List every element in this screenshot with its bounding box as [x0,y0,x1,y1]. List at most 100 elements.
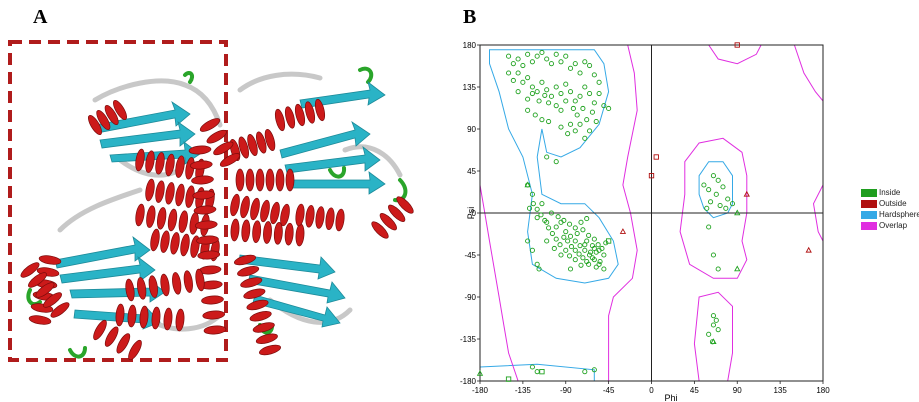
helix-turn [325,207,335,231]
data-point-inside [601,103,607,109]
data-point-inside [577,121,583,127]
data-point-inside [729,201,736,207]
data-point-inside [572,225,578,231]
helix-turn [135,203,145,227]
overlap-contour-main [479,44,638,382]
helix-turn [178,210,188,233]
helix-turn [247,134,258,156]
helix-turn [172,272,182,295]
data-point-inside [563,53,569,59]
legend-item-inside: Inside [861,187,919,198]
data-point-inside [572,128,578,134]
data-point-outside [619,228,627,234]
helix-turn [191,175,214,185]
helix-turn [38,255,62,265]
data-point-inside [539,49,545,56]
helix-turn [295,203,305,227]
helix-turn [294,103,306,127]
helix-turn [252,220,262,243]
helix-turn [260,199,270,223]
helix-turn [246,299,269,311]
data-point-inside [587,252,593,258]
data-point-inside [529,90,535,97]
data-point-inside [587,128,593,134]
data-point-inside [542,217,548,224]
helix-turn [128,339,142,361]
helix-turn [201,295,224,305]
y-tick-label: 90 [467,125,476,134]
data-point-inside [725,196,731,202]
data-point-inside [553,51,559,57]
helix-turn [192,190,216,200]
helix-turn [194,220,218,230]
helix-turn [157,207,167,230]
x-axis-label: Phi [664,393,677,402]
legend-swatch [861,199,877,208]
helix-turn [146,205,156,228]
helix-turn [213,141,234,156]
helix-turn [160,230,170,253]
data-point-inside [520,79,526,85]
data-point-inside [596,90,602,97]
data-point-inside [534,53,540,59]
y-tick-label: -90 [464,293,476,302]
alpha-helices [20,98,414,361]
helix-turn [104,326,119,347]
plot-axes: -180 -135 -90 -45 0 45 90 135 180 180 135 90 45 0 -45 -… [460,41,830,395]
plot-legend: Inside Outside Hardsphere Overlap [861,187,919,231]
data-point-inside [558,107,564,113]
helix-turn [219,153,241,167]
data-point-inside [544,238,550,244]
helix-turn [230,193,240,217]
legend-swatch [861,188,877,197]
helix-turn [139,305,149,329]
panel-a-label: A [33,6,48,28]
data-point-inside [544,56,550,62]
x-tick-label: -135 [515,386,532,395]
data-point-inside [548,61,555,67]
data-point-inside [720,184,726,190]
data-point-inside [593,264,599,270]
data-point-inside [572,257,578,263]
helix-turn [165,182,175,205]
x-tick-label: 180 [816,386,830,395]
data-point-inside [605,238,612,244]
hardsphere-contour-bottom [479,363,595,382]
data-point-inside [534,369,540,375]
data-point-inside [553,159,559,165]
data-point-inside [584,216,590,222]
data-point-inside [561,217,567,224]
data-point-inside [546,118,552,125]
data-point-inside [586,232,592,238]
helix-turn [195,268,205,292]
data-point-inside [557,242,563,248]
helix-turn [256,131,267,154]
y-tick-label: 180 [463,41,477,50]
helix-turn [113,99,127,121]
data-point-inside [536,98,542,104]
data-point-inside [587,62,593,69]
data-point-inside [553,84,559,90]
legend-swatch [861,221,877,230]
data-point-inside [536,266,542,272]
data-point-inside [558,252,564,258]
data-point-inside [715,266,721,272]
data-point-inside [506,53,512,59]
helix-turn [305,204,315,228]
helix-turn [273,222,283,245]
data-point-inside [591,100,597,106]
y-tick-label: 135 [463,83,477,92]
legend-swatch [861,210,877,219]
data-point-inside [572,61,578,67]
helix-turn [116,333,131,354]
helix-turn [275,168,285,192]
data-points [476,42,812,382]
helix-turn [230,218,240,242]
helix-turn [193,205,217,215]
data-point-inside [546,225,552,231]
data-point-inside [587,249,594,255]
data-point-inside [534,261,540,267]
helix-turn [151,306,161,330]
helix-turn [43,292,62,308]
data-point-inside [565,131,571,137]
